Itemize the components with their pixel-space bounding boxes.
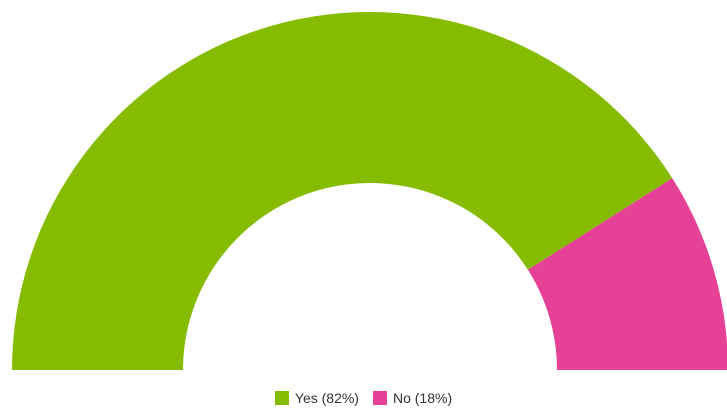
slice-yes[interactable] — [12, 12, 673, 370]
slice-no[interactable] — [527, 178, 727, 370]
legend-item-no[interactable]: No (18%) — [372, 390, 453, 406]
legend: Yes (82%) No (18%) — [0, 388, 727, 408]
semi-donut-chart — [12, 12, 727, 370]
legend-item-yes[interactable]: Yes (82%) — [274, 390, 359, 406]
legend-swatch-no — [372, 391, 387, 405]
legend-label-no: No (18%) — [392, 390, 453, 406]
legend-label-yes: Yes (82%) — [294, 390, 359, 406]
legend-swatch-yes — [274, 391, 289, 405]
